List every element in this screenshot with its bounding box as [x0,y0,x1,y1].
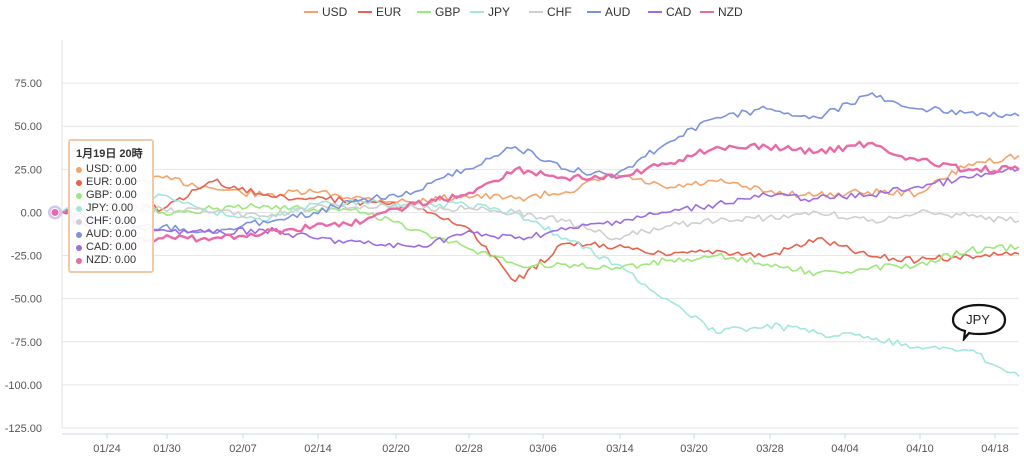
y-tick-label: 75.00 [14,78,42,90]
series-line-nzd[interactable] [61,140,1020,247]
y-tick-label: -25.00 [11,251,42,263]
x-tick-label: 03/06 [529,443,557,455]
x-tick-label: 03/28 [756,443,784,455]
legend-item-cad[interactable]: CAD [648,5,692,19]
x-tick-label: 01/30 [153,443,181,455]
tooltip-rows: USD: 0.00 EUR: 0.00 GBP: 0.00 JPY: 0.00 CHF:… [76,163,146,267]
tooltip-row-label: GBP: 0.00 [86,189,137,201]
y-tick-label: -100.00 [5,380,42,392]
legend-item-aud[interactable]: AUD [587,5,631,19]
tooltip-title: 1月19日 20時 [76,148,143,160]
series-dot-icon [76,231,82,238]
tooltip-row: EUR: 0.00 [76,176,146,189]
x-tick-label: 04/10 [906,443,934,455]
x-tick-label: 02/07 [229,443,257,455]
tooltip-row-label: CHF: 0.00 [86,215,137,227]
series-line-cad[interactable] [61,166,1020,249]
legend-label: USD [322,5,348,19]
x-axis: 01/24 01/30 02/07 02/14 02/20 02/28 03/06 03/14… [62,433,1019,455]
x-tick-label: 02/14 [304,443,332,455]
legend-label: JPY [488,5,510,19]
tooltip-row-label: JPY: 0.00 [86,202,134,214]
series-lines[interactable] [61,92,1020,377]
speech-bubble-icon [951,303,1007,341]
tooltip-row: AUD: 0.00 [76,228,146,241]
y-tick-label: 0.00 [21,207,42,219]
tooltip-row-label: AUD: 0.00 [86,228,137,240]
legend[interactable]: USD EUR GBP JPY CHF AUD CAD NZD [304,5,743,19]
tooltip-row-label: USD: 0.00 [86,163,137,175]
x-tick-label: 03/20 [680,443,708,455]
tooltip-row-label: CAD: 0.00 [86,241,137,253]
x-tick-label: 03/14 [606,443,634,455]
tooltip-row: CHF: 0.00 [76,215,146,228]
x-tick-label: 02/20 [382,443,410,455]
tooltip: 1月19日 20時 USD: 0.00 EUR: 0.00 GBP: 0.00 JPY… [68,139,154,273]
series-dot-icon [76,192,82,199]
grid-lines [62,82,1019,429]
legend-label: EUR [376,5,402,19]
tooltip-row: NZD: 0.00 [76,254,146,267]
legend-label: CHF [547,5,572,19]
hover-cursor [48,40,63,428]
tooltip-row: GBP: 0.00 [76,189,146,202]
annotation-label: JPY [966,312,990,327]
tooltip-row: CAD: 0.00 [76,241,146,254]
y-tick-label: -75.00 [11,337,42,349]
legend-label: CAD [666,5,692,19]
y-tick-label: 50.00 [14,121,42,133]
legend-item-nzd[interactable]: NZD [700,5,743,19]
x-tick-label: 04/04 [831,443,859,455]
cursor-point [50,207,60,217]
y-tick-label: -50.00 [11,294,42,306]
legend-item-usd[interactable]: USD [304,5,348,19]
series-dot-icon [76,166,82,173]
legend-item-jpy[interactable]: JPY [470,5,510,19]
series-dot-icon [76,205,82,212]
legend-label: GBP [435,5,460,19]
tooltip-row: USD: 0.00 [76,163,146,176]
series-line-aud[interactable] [61,92,1020,234]
legend-item-chf[interactable]: CHF [529,5,572,19]
series-line-usd[interactable] [61,153,1020,214]
series-dot-icon [76,179,82,186]
legend-label: AUD [605,5,631,19]
x-tick-label: 01/24 [93,443,121,455]
tooltip-row-label: NZD: 0.00 [86,254,137,266]
legend-label: NZD [718,5,743,19]
series-dot-icon [76,218,82,225]
x-tick-label: 02/28 [455,443,483,455]
series-line-chf[interactable] [61,200,1020,241]
y-tick-label: 25.00 [14,164,42,176]
y-axis: 75.00 50.00 25.00 0.00 -25.00 -50.00 -75.00 -10… [5,78,42,435]
legend-item-eur[interactable]: EUR [358,5,402,19]
tooltip-row-label: EUR: 0.00 [86,176,137,188]
tooltip-row: JPY: 0.00 [76,202,146,215]
series-dot-icon [76,257,82,264]
series-dot-icon [76,244,82,251]
series-line-eur[interactable] [61,178,1020,283]
x-tick-label: 04/18 [981,443,1009,455]
y-tick-label: -125.00 [5,423,42,435]
legend-item-gbp[interactable]: GBP [417,5,460,19]
